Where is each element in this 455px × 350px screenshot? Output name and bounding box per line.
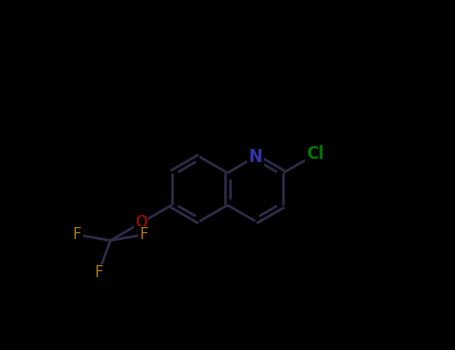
Text: F: F bbox=[73, 227, 81, 242]
Text: F: F bbox=[95, 265, 103, 280]
Text: Cl: Cl bbox=[306, 145, 324, 163]
Text: O: O bbox=[135, 215, 147, 230]
Text: N: N bbox=[248, 148, 263, 166]
Text: F: F bbox=[139, 227, 148, 242]
